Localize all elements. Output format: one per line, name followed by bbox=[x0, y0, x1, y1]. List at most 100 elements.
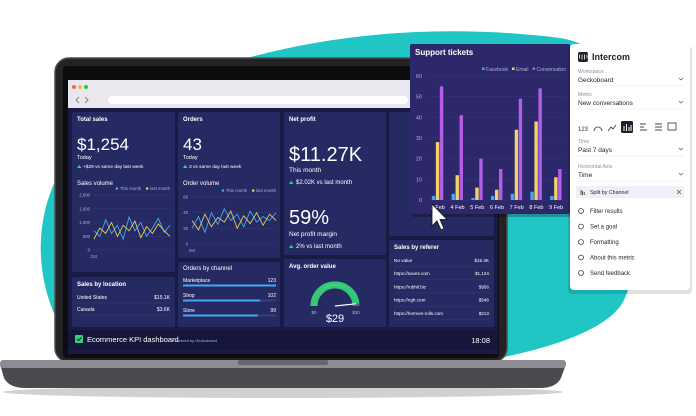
row-label: https://robhil.biz bbox=[394, 284, 427, 289]
data-label: 102 bbox=[268, 293, 277, 299]
bar bbox=[183, 284, 276, 287]
split-chip[interactable] bbox=[576, 186, 684, 198]
dropdown-chevron[interactable] bbox=[678, 100, 684, 104]
powered-by: Powered by Geckoboard bbox=[173, 338, 217, 343]
series-line bbox=[93, 215, 171, 241]
kpi-period: Today bbox=[183, 155, 198, 161]
data-label: 99 bbox=[270, 308, 276, 314]
viz-option[interactable] bbox=[593, 126, 603, 132]
up-arrow bbox=[77, 164, 82, 168]
bar bbox=[479, 158, 483, 200]
row-value: $3.6K bbox=[157, 307, 171, 313]
field-label: Horizontal Axis bbox=[578, 164, 613, 170]
bar bbox=[550, 195, 554, 200]
legend-swatch bbox=[251, 189, 255, 192]
url-bar[interactable] bbox=[108, 96, 408, 104]
bar bbox=[475, 187, 479, 200]
kpi-value: 59% bbox=[289, 207, 329, 229]
bar bbox=[534, 121, 538, 200]
x-tick-label: 4 Feb bbox=[451, 205, 465, 211]
y-tick-label: 1,000 bbox=[79, 220, 90, 225]
bar bbox=[518, 98, 523, 200]
y-tick-label: 0 bbox=[419, 198, 422, 204]
panel bbox=[72, 277, 175, 327]
y-tick-label: 40 bbox=[183, 210, 188, 215]
up-arrow bbox=[289, 180, 294, 184]
dropdown-chevron[interactable] bbox=[678, 172, 684, 176]
legend-label: Conversation bbox=[537, 67, 567, 73]
viz-option[interactable] bbox=[667, 122, 677, 131]
y-tick-label: 60 bbox=[183, 195, 188, 200]
kpi-value: $1,254 bbox=[77, 135, 129, 154]
y-tick-label: 0 bbox=[88, 248, 91, 253]
kpi-period: Today bbox=[77, 155, 92, 161]
viz-option[interactable] bbox=[607, 124, 617, 132]
menu-icon bbox=[578, 254, 584, 261]
y-tick-label: 50 bbox=[416, 95, 422, 101]
chart-title: Sales volume bbox=[77, 181, 114, 187]
bar bbox=[554, 177, 558, 200]
legend-label: Email bbox=[516, 67, 529, 73]
row-value: $213 bbox=[479, 311, 490, 316]
y-tick-label: 2,000 bbox=[79, 193, 90, 198]
x-tick-label: Oct bbox=[91, 254, 98, 259]
legend-label: This month bbox=[226, 188, 248, 193]
x-tick-label: 8 Feb bbox=[529, 205, 543, 211]
y-tick-label: 40 bbox=[416, 115, 422, 121]
bar bbox=[183, 299, 261, 302]
laptop-base bbox=[0, 364, 566, 388]
bar bbox=[435, 142, 440, 200]
panel-title: Intercom bbox=[592, 52, 630, 62]
menu-item[interactable]: About this metric bbox=[590, 256, 635, 262]
row-label: United States bbox=[77, 295, 108, 301]
data-label: 123 bbox=[268, 278, 277, 284]
field-label: Metric bbox=[578, 92, 593, 98]
kpi-change: 2% vs last month bbox=[296, 244, 342, 250]
dashboard-title: Ecommerce KPI dashboard bbox=[87, 335, 179, 344]
menu-item[interactable]: Formatting bbox=[590, 240, 619, 246]
gauge-needle bbox=[334, 303, 356, 307]
x-tick-label: 5 Feb bbox=[470, 205, 484, 211]
support-tickets-panel bbox=[410, 44, 570, 214]
bar bbox=[471, 197, 475, 200]
menu-icon bbox=[578, 208, 584, 214]
gauge-value bbox=[310, 281, 360, 307]
window-dot bbox=[84, 85, 88, 89]
chart-title: Order volume bbox=[183, 181, 220, 187]
back-arrow[interactable] bbox=[75, 96, 80, 104]
menu-item[interactable]: Send feedback bbox=[590, 271, 631, 277]
y-tick-label: 60 bbox=[416, 74, 422, 80]
gauge-min-label: $0 bbox=[311, 310, 317, 315]
intercom-logo bbox=[578, 52, 588, 62]
y-tick-label: 0 bbox=[186, 242, 189, 247]
y-tick-label: 30 bbox=[416, 136, 422, 142]
intercom-panel bbox=[570, 44, 690, 290]
row-label: https://saves.com bbox=[394, 271, 430, 276]
row-label: No value bbox=[394, 258, 413, 263]
laptop-notch bbox=[238, 360, 328, 365]
remove-split[interactable] bbox=[676, 189, 682, 195]
legend-label: Facebook bbox=[486, 67, 508, 73]
bar bbox=[455, 175, 459, 200]
gauge-max-label: $30 bbox=[352, 310, 360, 315]
x-tick-label: Shop bbox=[183, 293, 195, 299]
kpi-change: 3 vs same day last week bbox=[189, 164, 242, 170]
menu-item[interactable]: Filter results bbox=[590, 209, 623, 215]
bar bbox=[510, 193, 515, 200]
menu-icon bbox=[578, 223, 584, 230]
menu-icon bbox=[578, 270, 584, 276]
kpi-period: This month bbox=[289, 167, 322, 174]
panel bbox=[178, 112, 280, 258]
row-value: $546 bbox=[479, 298, 490, 303]
y-tick-label: 10 bbox=[416, 177, 422, 183]
dropdown-chevron[interactable] bbox=[678, 147, 684, 151]
menu-item[interactable]: Set a goal bbox=[590, 225, 617, 231]
clock: 18:08 bbox=[471, 336, 490, 345]
forward-arrow[interactable] bbox=[84, 96, 89, 104]
bar bbox=[499, 169, 503, 200]
legend-swatch bbox=[145, 187, 149, 190]
bar bbox=[538, 88, 542, 200]
kpi-value: $11.27K bbox=[289, 144, 363, 166]
dropdown-chevron[interactable] bbox=[678, 77, 684, 81]
panel-title: Sales by location bbox=[77, 282, 126, 288]
